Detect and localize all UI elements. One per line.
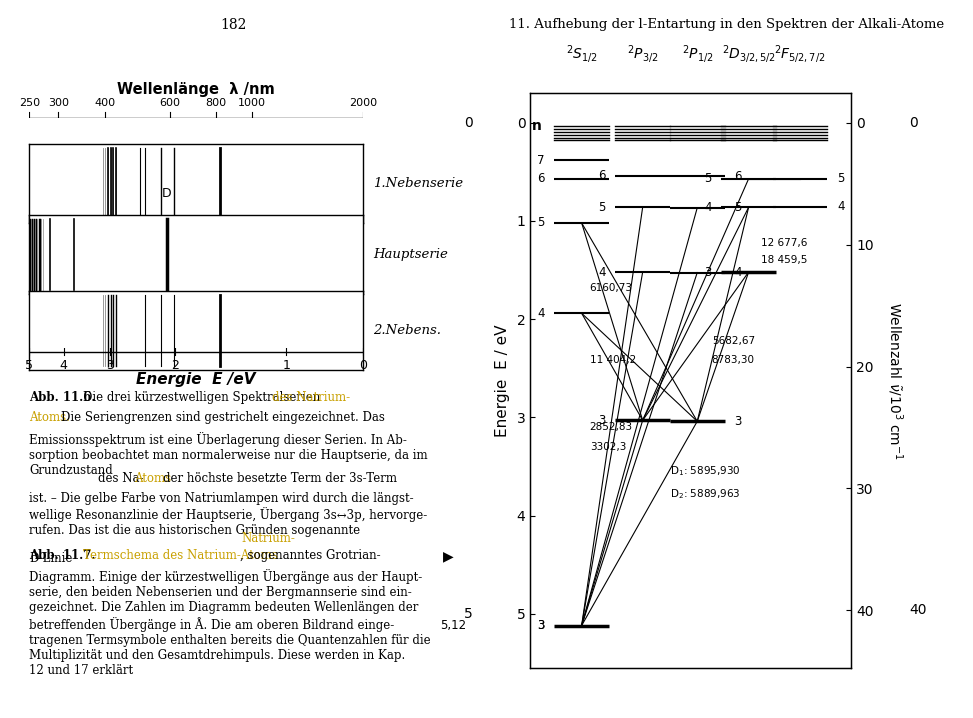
Y-axis label: Wellenzahl $\tilde{\nu}$/10$^3$ cm$^{-1}$: Wellenzahl $\tilde{\nu}$/10$^3$ cm$^{-1}… <box>885 302 905 460</box>
Text: der höchste besetzte Term der 3s-Term: der höchste besetzte Term der 3s-Term <box>163 472 397 485</box>
Text: D: D <box>162 187 171 200</box>
Text: 4: 4 <box>735 266 741 279</box>
Text: des Na-: des Na- <box>98 472 144 485</box>
Text: Termschema des Natrium-Atoms: Termschema des Natrium-Atoms <box>83 549 277 562</box>
Text: 400: 400 <box>94 98 115 108</box>
Text: $^2D_{3/2,5/2}$: $^2D_{3/2,5/2}$ <box>722 43 775 65</box>
Text: 11. Aufhebung der l-Entartung in den Spektren der Alkali-Atome: 11. Aufhebung der l-Entartung in den Spe… <box>509 18 944 31</box>
Text: D-Linie: D-Linie <box>29 552 73 565</box>
Text: des Natrium-: des Natrium- <box>272 391 350 404</box>
Text: 11 404,2: 11 404,2 <box>590 355 636 365</box>
Text: 4: 4 <box>59 359 68 372</box>
Text: $^2S_{1/2}$: $^2S_{1/2}$ <box>565 43 597 65</box>
Text: Wellenlänge  λ /nm: Wellenlänge λ /nm <box>118 82 275 97</box>
Text: ist. – Die gelbe Farbe von Natriumlampen wird durch die längst-
wellige Resonanz: ist. – Die gelbe Farbe von Natriumlampen… <box>29 492 427 537</box>
Text: Atoms: Atoms <box>134 472 171 485</box>
Text: 0: 0 <box>464 116 473 130</box>
Text: Hauptserie: Hauptserie <box>373 248 448 261</box>
Text: Energie  E /eV: Energie E /eV <box>136 372 256 386</box>
Text: ▶: ▶ <box>443 549 453 563</box>
Text: 6: 6 <box>735 170 741 183</box>
Text: 2000: 2000 <box>349 98 378 108</box>
Text: 4: 4 <box>837 200 845 213</box>
Text: 600: 600 <box>160 98 180 108</box>
Text: 3: 3 <box>598 414 606 426</box>
Text: 2852,83: 2852,83 <box>590 422 632 432</box>
Text: 1: 1 <box>282 359 290 372</box>
Text: Abb. 11.7.: Abb. 11.7. <box>29 549 95 562</box>
Text: 2: 2 <box>171 359 179 372</box>
Text: 300: 300 <box>48 98 69 108</box>
Text: D$_1$: 5895,930: D$_1$: 5895,930 <box>670 465 740 478</box>
Text: Abb. 11.6.: Abb. 11.6. <box>29 391 95 404</box>
Text: Natrium-: Natrium- <box>241 532 295 545</box>
Text: Die drei kürzestwelligen Spektralserien: Die drei kürzestwelligen Spektralserien <box>83 391 320 404</box>
Text: 0: 0 <box>909 116 918 130</box>
Text: , sogenanntes Grotrian-: , sogenanntes Grotrian- <box>240 549 381 562</box>
Text: 40: 40 <box>909 603 926 617</box>
Text: 0: 0 <box>359 359 367 372</box>
Text: 4: 4 <box>537 307 545 320</box>
Text: 5: 5 <box>537 216 545 230</box>
Text: Emissionsspektrum ist eine Überlagerung dieser Serien. In Ab-
sorption beobachte: Emissionsspektrum ist eine Überlagerung … <box>29 432 428 477</box>
Text: 5: 5 <box>837 172 845 185</box>
Text: 7: 7 <box>537 154 545 167</box>
Text: 5: 5 <box>464 607 473 621</box>
Text: 6: 6 <box>598 169 606 182</box>
Text: 1000: 1000 <box>237 98 266 108</box>
Text: n: n <box>531 118 542 133</box>
Text: 182: 182 <box>220 18 247 32</box>
Text: 3302,3: 3302,3 <box>590 442 626 452</box>
Text: 5: 5 <box>704 172 711 185</box>
Text: 6160,73: 6160,73 <box>590 283 632 293</box>
Text: D$_2$: 5889,963: D$_2$: 5889,963 <box>670 487 740 501</box>
Text: $^2P_{3/2}$: $^2P_{3/2}$ <box>627 43 659 65</box>
Text: 6: 6 <box>537 172 545 185</box>
Text: 1.Nebenserie: 1.Nebenserie <box>373 177 463 190</box>
Text: Diagramm. Einige der kürzestwelligen Übergänge aus der Haupt-
serie, den beiden : Diagramm. Einige der kürzestwelligen Übe… <box>29 569 431 677</box>
Text: 3: 3 <box>704 266 711 279</box>
Text: 3: 3 <box>106 359 114 372</box>
Text: 3: 3 <box>735 415 741 428</box>
Text: 800: 800 <box>205 98 227 108</box>
Text: 5682,67: 5682,67 <box>711 336 755 346</box>
Text: 5: 5 <box>735 201 741 214</box>
Y-axis label: Energie  E / eV: Energie E / eV <box>494 325 510 437</box>
Text: 4: 4 <box>704 201 711 214</box>
Text: Atoms.: Atoms. <box>29 411 70 424</box>
Text: 18 459,5: 18 459,5 <box>762 256 808 265</box>
Text: 3: 3 <box>537 619 545 632</box>
Text: Die Seriengrenzen sind gestrichelt eingezeichnet. Das: Die Seriengrenzen sind gestrichelt einge… <box>61 411 385 424</box>
Text: 5: 5 <box>598 201 606 214</box>
Text: 250: 250 <box>18 98 40 108</box>
Text: 5,12: 5,12 <box>440 619 466 632</box>
Text: 8783,30: 8783,30 <box>711 355 755 365</box>
Text: $^2F_{5/2,7/2}$: $^2F_{5/2,7/2}$ <box>775 43 826 65</box>
Text: 12 677,6: 12 677,6 <box>762 238 808 248</box>
Text: 5: 5 <box>25 359 33 372</box>
Text: 3: 3 <box>537 619 545 632</box>
Text: 2.Nebens.: 2.Nebens. <box>373 324 441 337</box>
Text: 4: 4 <box>598 266 606 279</box>
Text: $^2P_{1/2}$: $^2P_{1/2}$ <box>681 43 713 65</box>
